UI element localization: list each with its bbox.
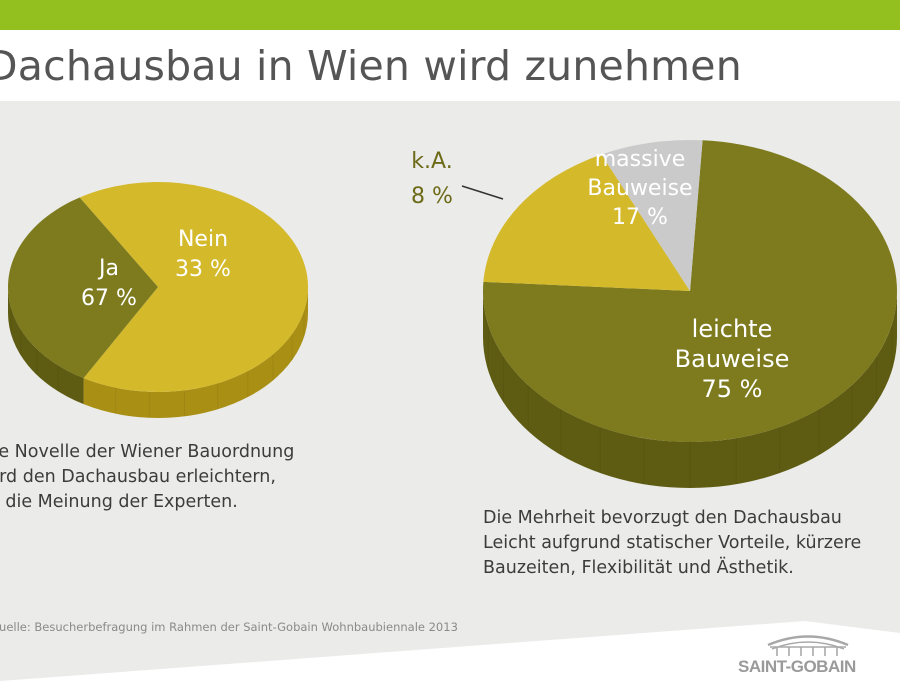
slice-ja-side (83, 287, 308, 419)
pie-chart-expert-opinion (7, 182, 308, 419)
page-title: Dachausbau in Wien wird zunehmen (0, 42, 742, 90)
slice-ka (601, 140, 703, 291)
label-leichte-line2: Bauweise (675, 345, 790, 373)
slice-leichte-bauweise (483, 140, 897, 442)
label-leichte-value: 75 % (702, 375, 763, 403)
source-note: Quelle: Besucherbefragung im Rahmen der … (0, 620, 458, 634)
caption-line: Die Mehrheit bevorzugt den Dachausbau (483, 508, 842, 528)
chart-canvas: Nein 33 % Ja 67 % massive Bauweise 17 % leichte… (0, 101, 900, 681)
label-massive-line2: Bauweise (587, 176, 692, 201)
label-nein-name: Nein (178, 227, 228, 252)
slice-nein-side (8, 287, 84, 405)
ka-leader-line (461, 185, 504, 200)
label-nein-value: 33 % (175, 257, 231, 282)
label-leichte-line1: leichte (692, 315, 773, 343)
label-ka-value: 8 % (411, 184, 453, 209)
caption-line: Bauzeiten, Flexibilität und Ästhetik. (483, 558, 794, 578)
caption-line: Leicht aufgrund statischer Vorteile, kür… (483, 533, 862, 553)
slice-leichte-bauweise-side (483, 291, 897, 488)
slice-massive-bauweise (483, 154, 690, 291)
saint-gobain-logo-icon (767, 635, 849, 656)
top-accent-bar (0, 0, 900, 30)
caption-line: so die Meinung der Experten. (0, 492, 238, 512)
label-ja-value: 67 % (81, 286, 137, 311)
label-massive-line1: massive (595, 147, 686, 172)
caption-expert-opinion: Die Novelle der Wiener Bauordnung wird d… (0, 440, 294, 515)
brand-logo-text: SAINT-GOBAIN (738, 657, 856, 676)
slice-nein (7, 197, 159, 379)
label-ka-name: k.A. (411, 149, 452, 174)
caption-line: Die Novelle der Wiener Bauordnung (0, 442, 295, 462)
top-divider (0, 30, 900, 32)
chart-panel: Nein 33 % Ja 67 % massive Bauweise 17 % leichte… (0, 101, 900, 700)
caption-construction-method: Die Mehrheit bevorzugt den Dachausbau Le… (483, 506, 861, 581)
caption-line: wird den Dachausbau erleichtern, (0, 467, 276, 487)
label-ja-name: Ja (97, 256, 119, 281)
slice-ja (79, 182, 308, 392)
label-massive-value: 17 % (612, 205, 668, 230)
pie-chart-construction-method (483, 140, 897, 488)
